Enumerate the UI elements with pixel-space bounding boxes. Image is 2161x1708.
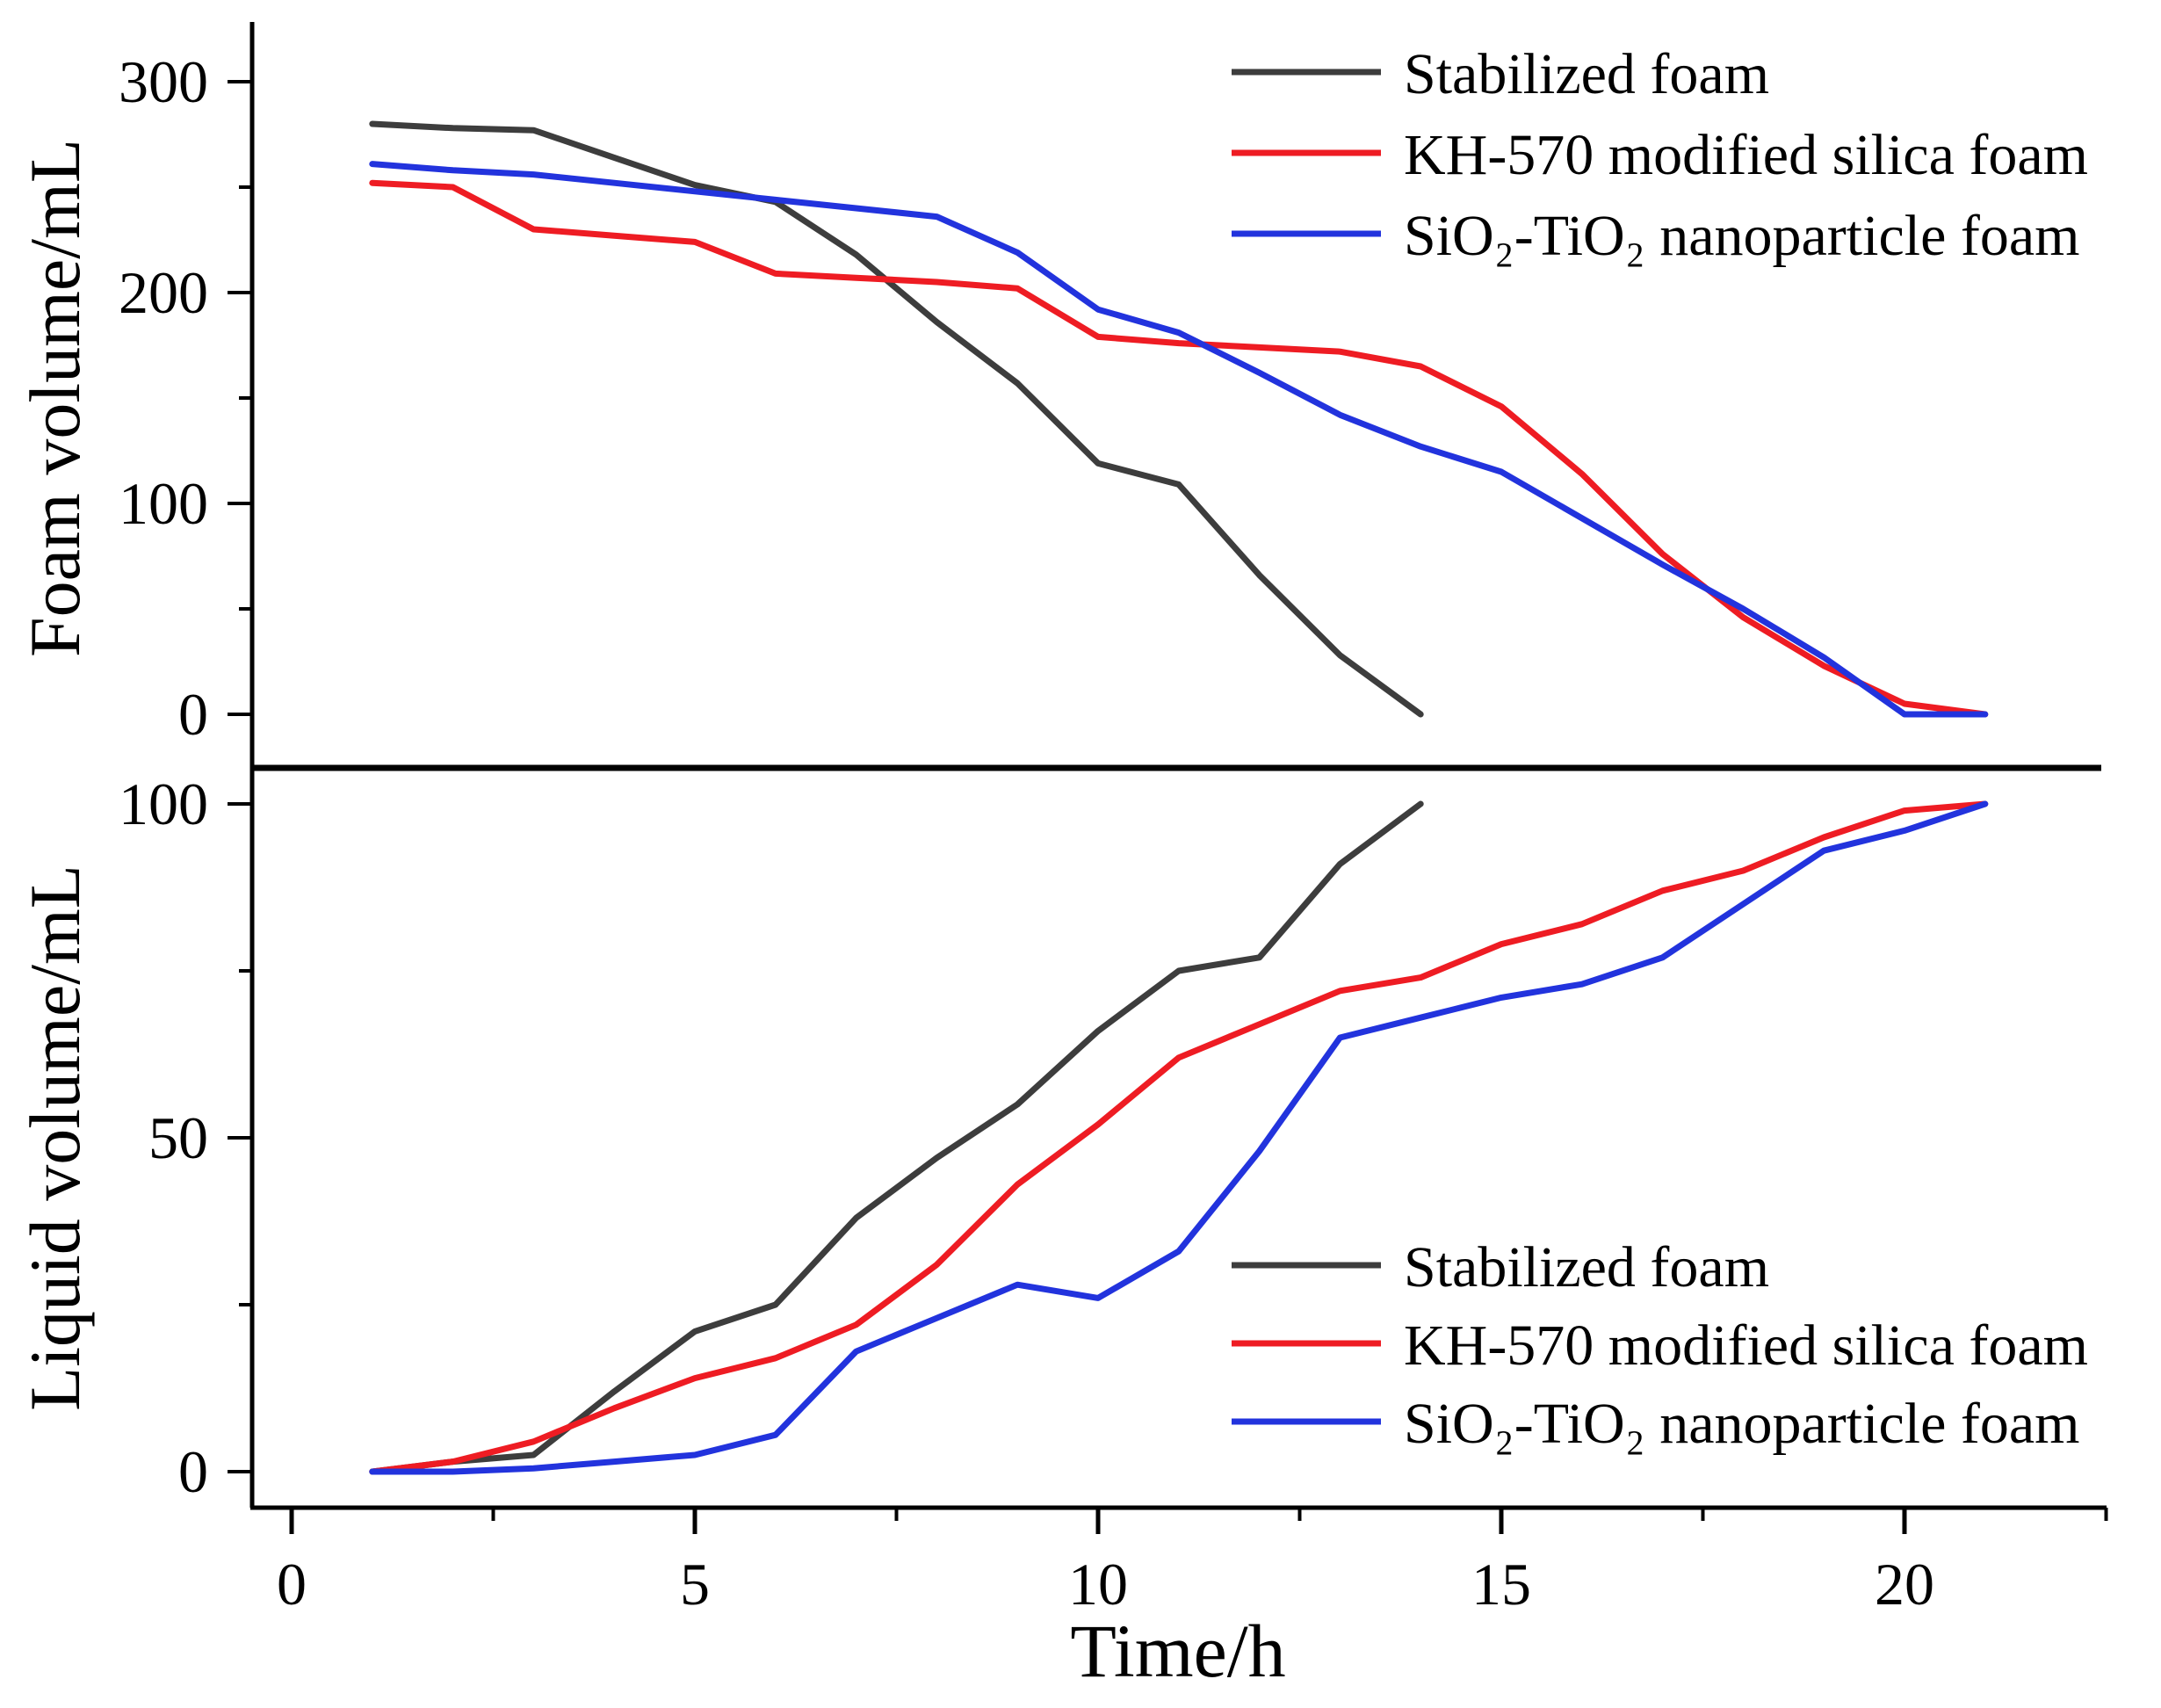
series-line-bottom-kh570: [369, 800, 1989, 1475]
chart-built-layer: 0 100 200 300 0 50 100 0 5 10 15 20 Stabilized foam K…: [119, 22, 2108, 1618]
y-tick-label-top-0: 0: [178, 681, 208, 748]
series-line-top-stabilized: [369, 120, 1424, 718]
top-y-axis-title: Foam volume/mL: [15, 139, 95, 657]
bottom-legend-label-kh570: KH-570 modified silica foam: [1404, 1314, 2088, 1378]
bottom-legend-label-sio2tio2: SiO₂-TiO₂ nanoparticle foam: [1404, 1392, 2079, 1456]
x-tick-label-20: 20: [1875, 1551, 1934, 1618]
top-legend-label-stabilized: Stabilized foam: [1404, 42, 1769, 106]
x-tick-label-5: 5: [680, 1551, 710, 1618]
x-tick-label-0: 0: [277, 1551, 307, 1618]
y-tick-label-bottom-50: 50: [148, 1104, 208, 1171]
y-tick-label-top-100: 100: [119, 470, 208, 537]
y-tick-label-top-200: 200: [119, 259, 208, 326]
top-legend-label-sio2tio2: SiO₂-TiO₂ nanoparticle foam: [1404, 204, 2079, 268]
series-line-top-sio2tio2: [369, 161, 1989, 718]
y-tick-label-top-300: 300: [119, 48, 208, 115]
y-tick-label-bottom-100: 100: [119, 771, 208, 837]
top-legend-label-kh570: KH-570 modified silica foam: [1404, 123, 2088, 187]
series-line-bottom-stabilized: [369, 800, 1424, 1475]
x-tick-label-10: 10: [1068, 1551, 1128, 1618]
y-tick-label-bottom-0: 0: [178, 1438, 208, 1505]
x-tick-label-15: 15: [1471, 1551, 1531, 1618]
x-axis-title: Time/h: [1070, 1609, 1285, 1693]
bottom-y-axis-title: Liquid volume/mL: [15, 865, 95, 1411]
series-line-bottom-sio2tio2: [369, 800, 1989, 1475]
bottom-legend-label-stabilized: Stabilized foam: [1404, 1235, 1769, 1299]
